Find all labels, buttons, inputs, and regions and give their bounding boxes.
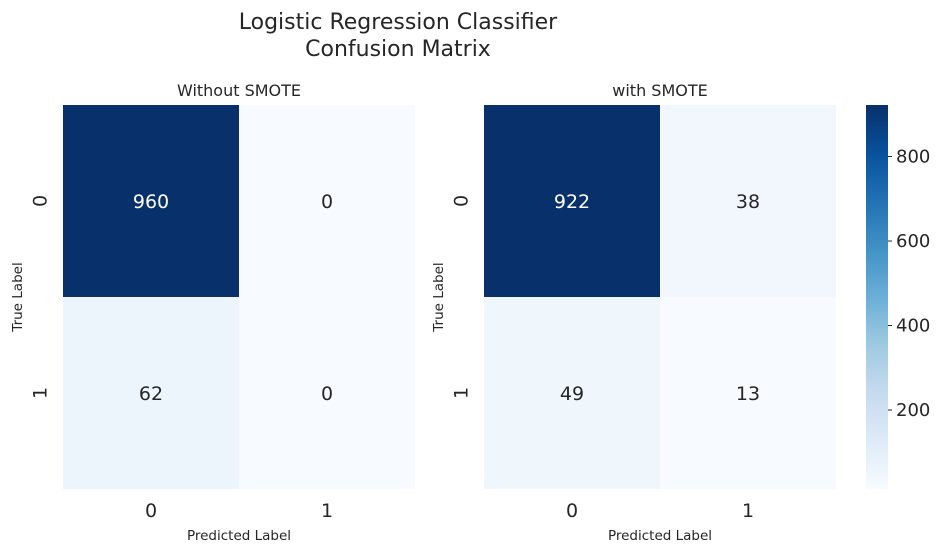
x-tick-label: 1 [321, 500, 333, 522]
y-axis-label: True Label [10, 262, 26, 332]
cell-value-label: 0 [321, 191, 333, 213]
x-tick-label: 0 [566, 500, 578, 522]
colorbar-tick-label: 200 [896, 400, 930, 421]
heatmap-cell [660, 297, 836, 489]
cell-value-label: 38 [736, 191, 760, 213]
y-tick-label: 0 [451, 195, 473, 207]
heatmap-without-smote: 960 0 62 0 Without SMOTE 0 1 0 1 Predicted Label T… [10, 81, 415, 544]
subplot-title: Without SMOTE [177, 81, 301, 100]
cell-value-label: 0 [321, 383, 333, 405]
cell-value-label: 62 [139, 383, 163, 405]
x-axis-label: Predicted Label [187, 528, 291, 544]
heatmap-cell [239, 297, 415, 489]
cell-value-label: 49 [560, 383, 584, 405]
y-tick-label: 1 [451, 387, 473, 399]
colorbar: 200 400 600 800 [866, 105, 930, 489]
colorbar-gradient [866, 105, 888, 489]
y-tick-label: 0 [30, 195, 52, 207]
x-tick-label: 1 [742, 500, 754, 522]
colorbar-tick-label: 600 [896, 231, 930, 252]
heatmap-cell [239, 105, 415, 297]
heatmap-cell [484, 105, 660, 297]
heatmap-cell [63, 297, 239, 489]
heatmap-cell [63, 105, 239, 297]
chart-title-line2: Confusion Matrix [305, 37, 491, 62]
cell-value-label: 922 [554, 191, 590, 213]
colorbar-tick-label: 400 [896, 316, 930, 337]
y-axis-label: True Label [431, 262, 447, 332]
chart-title-line1: Logistic Regression Classifier [239, 10, 558, 35]
subplot-title: with SMOTE [612, 81, 707, 100]
colorbar-tick-label: 800 [896, 147, 930, 168]
heatmap-cell [660, 105, 836, 297]
x-axis-label: Predicted Label [608, 528, 712, 544]
heatmap-cell [484, 297, 660, 489]
heatmap-with-smote: 922 38 49 13 with SMOTE 0 1 0 1 Predicted Label Tr… [431, 81, 836, 544]
cell-value-label: 13 [736, 383, 760, 405]
y-tick-label: 1 [30, 387, 52, 399]
cell-value-label: 960 [133, 191, 169, 213]
x-tick-label: 0 [145, 500, 157, 522]
